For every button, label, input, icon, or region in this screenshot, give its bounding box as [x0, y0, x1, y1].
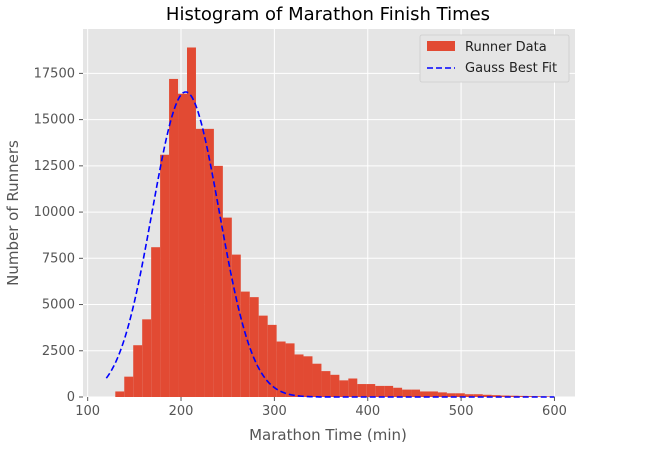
- x-axis-label: Marathon Time (min): [249, 426, 407, 444]
- y-tick-label: 2500: [42, 344, 75, 359]
- histogram-bar: [249, 297, 259, 397]
- y-tick-label: 15000: [34, 113, 75, 128]
- histogram-bar: [204, 128, 214, 397]
- x-tick-label: 400: [355, 404, 380, 419]
- histogram-bar: [312, 363, 322, 397]
- y-tick-label: 17500: [34, 66, 75, 81]
- histogram-bar: [267, 324, 277, 397]
- histogram-bar: [160, 154, 170, 397]
- histogram-bar: [393, 387, 403, 397]
- histogram-bar: [222, 217, 232, 397]
- histogram-bar: [303, 356, 313, 397]
- histogram-bar: [357, 384, 367, 397]
- histogram-bar: [339, 380, 349, 397]
- legend-swatch-runner-data: [427, 41, 455, 51]
- histogram-bars: [115, 47, 555, 397]
- x-tick-label: 100: [75, 404, 100, 419]
- y-tick-labels: 0 2500 5000 7500 10000 12500 15000 17500: [34, 66, 83, 405]
- y-axis-label: Number of Runners: [4, 140, 22, 286]
- histogram-bar: [384, 385, 394, 397]
- x-tick-label: 300: [262, 404, 287, 419]
- legend: Runner Data Gauss Best Fit: [419, 34, 570, 83]
- histogram-bar: [375, 385, 385, 397]
- histogram-bar: [420, 391, 429, 397]
- histogram-bar: [330, 374, 340, 397]
- histogram-bar: [348, 378, 358, 397]
- histogram-bar: [240, 291, 250, 397]
- histogram-bar: [473, 394, 483, 397]
- histogram-bar: [258, 315, 268, 397]
- histogram-bar: [428, 391, 438, 397]
- histogram-bar: [285, 343, 295, 397]
- histogram-bar: [366, 384, 376, 397]
- y-tick-label: 7500: [42, 251, 75, 266]
- histogram-bar: [446, 393, 456, 397]
- x-tick-label: 500: [449, 404, 474, 419]
- histogram-bar: [411, 389, 421, 397]
- histogram-bar: [133, 345, 143, 397]
- histogram-bar: [464, 394, 474, 397]
- histogram-bar: [455, 393, 465, 397]
- y-tick-label: 5000: [42, 298, 75, 313]
- chart-title: Histogram of Marathon Finish Times: [166, 4, 490, 25]
- x-tick-label: 600: [542, 404, 567, 419]
- histogram-bar: [169, 78, 179, 397]
- gauss-fit-line: [105, 91, 555, 398]
- legend-box: [419, 34, 570, 83]
- legend-label-gauss-fit: Gauss Best Fit: [465, 61, 557, 76]
- histogram-bar: [402, 389, 412, 397]
- y-tick-label: 0: [67, 390, 75, 405]
- legend-label-runner-data: Runner Data: [465, 40, 547, 55]
- histogram-bar: [321, 371, 331, 397]
- histogram-bar: [231, 254, 241, 397]
- histogram-bar: [482, 394, 492, 397]
- histogram-bar: [115, 391, 125, 397]
- histogram-bar: [491, 395, 501, 397]
- histogram-bar: [213, 165, 223, 397]
- x-tick-labels: 100 200 300 400 500 600: [75, 397, 567, 419]
- histogram-bar: [124, 376, 134, 397]
- histogram-bar: [151, 247, 161, 397]
- histogram-bar: [178, 93, 188, 397]
- y-tick-label: 12500: [34, 159, 75, 174]
- histogram-bar: [276, 341, 286, 397]
- y-tick-label: 10000: [34, 205, 75, 220]
- histogram-bar: [142, 319, 152, 397]
- histogram-bar: [437, 392, 447, 397]
- histogram-bar: [195, 128, 205, 397]
- x-tick-label: 200: [169, 404, 194, 419]
- histogram-bar: [294, 354, 304, 397]
- histogram-bar: [187, 47, 196, 397]
